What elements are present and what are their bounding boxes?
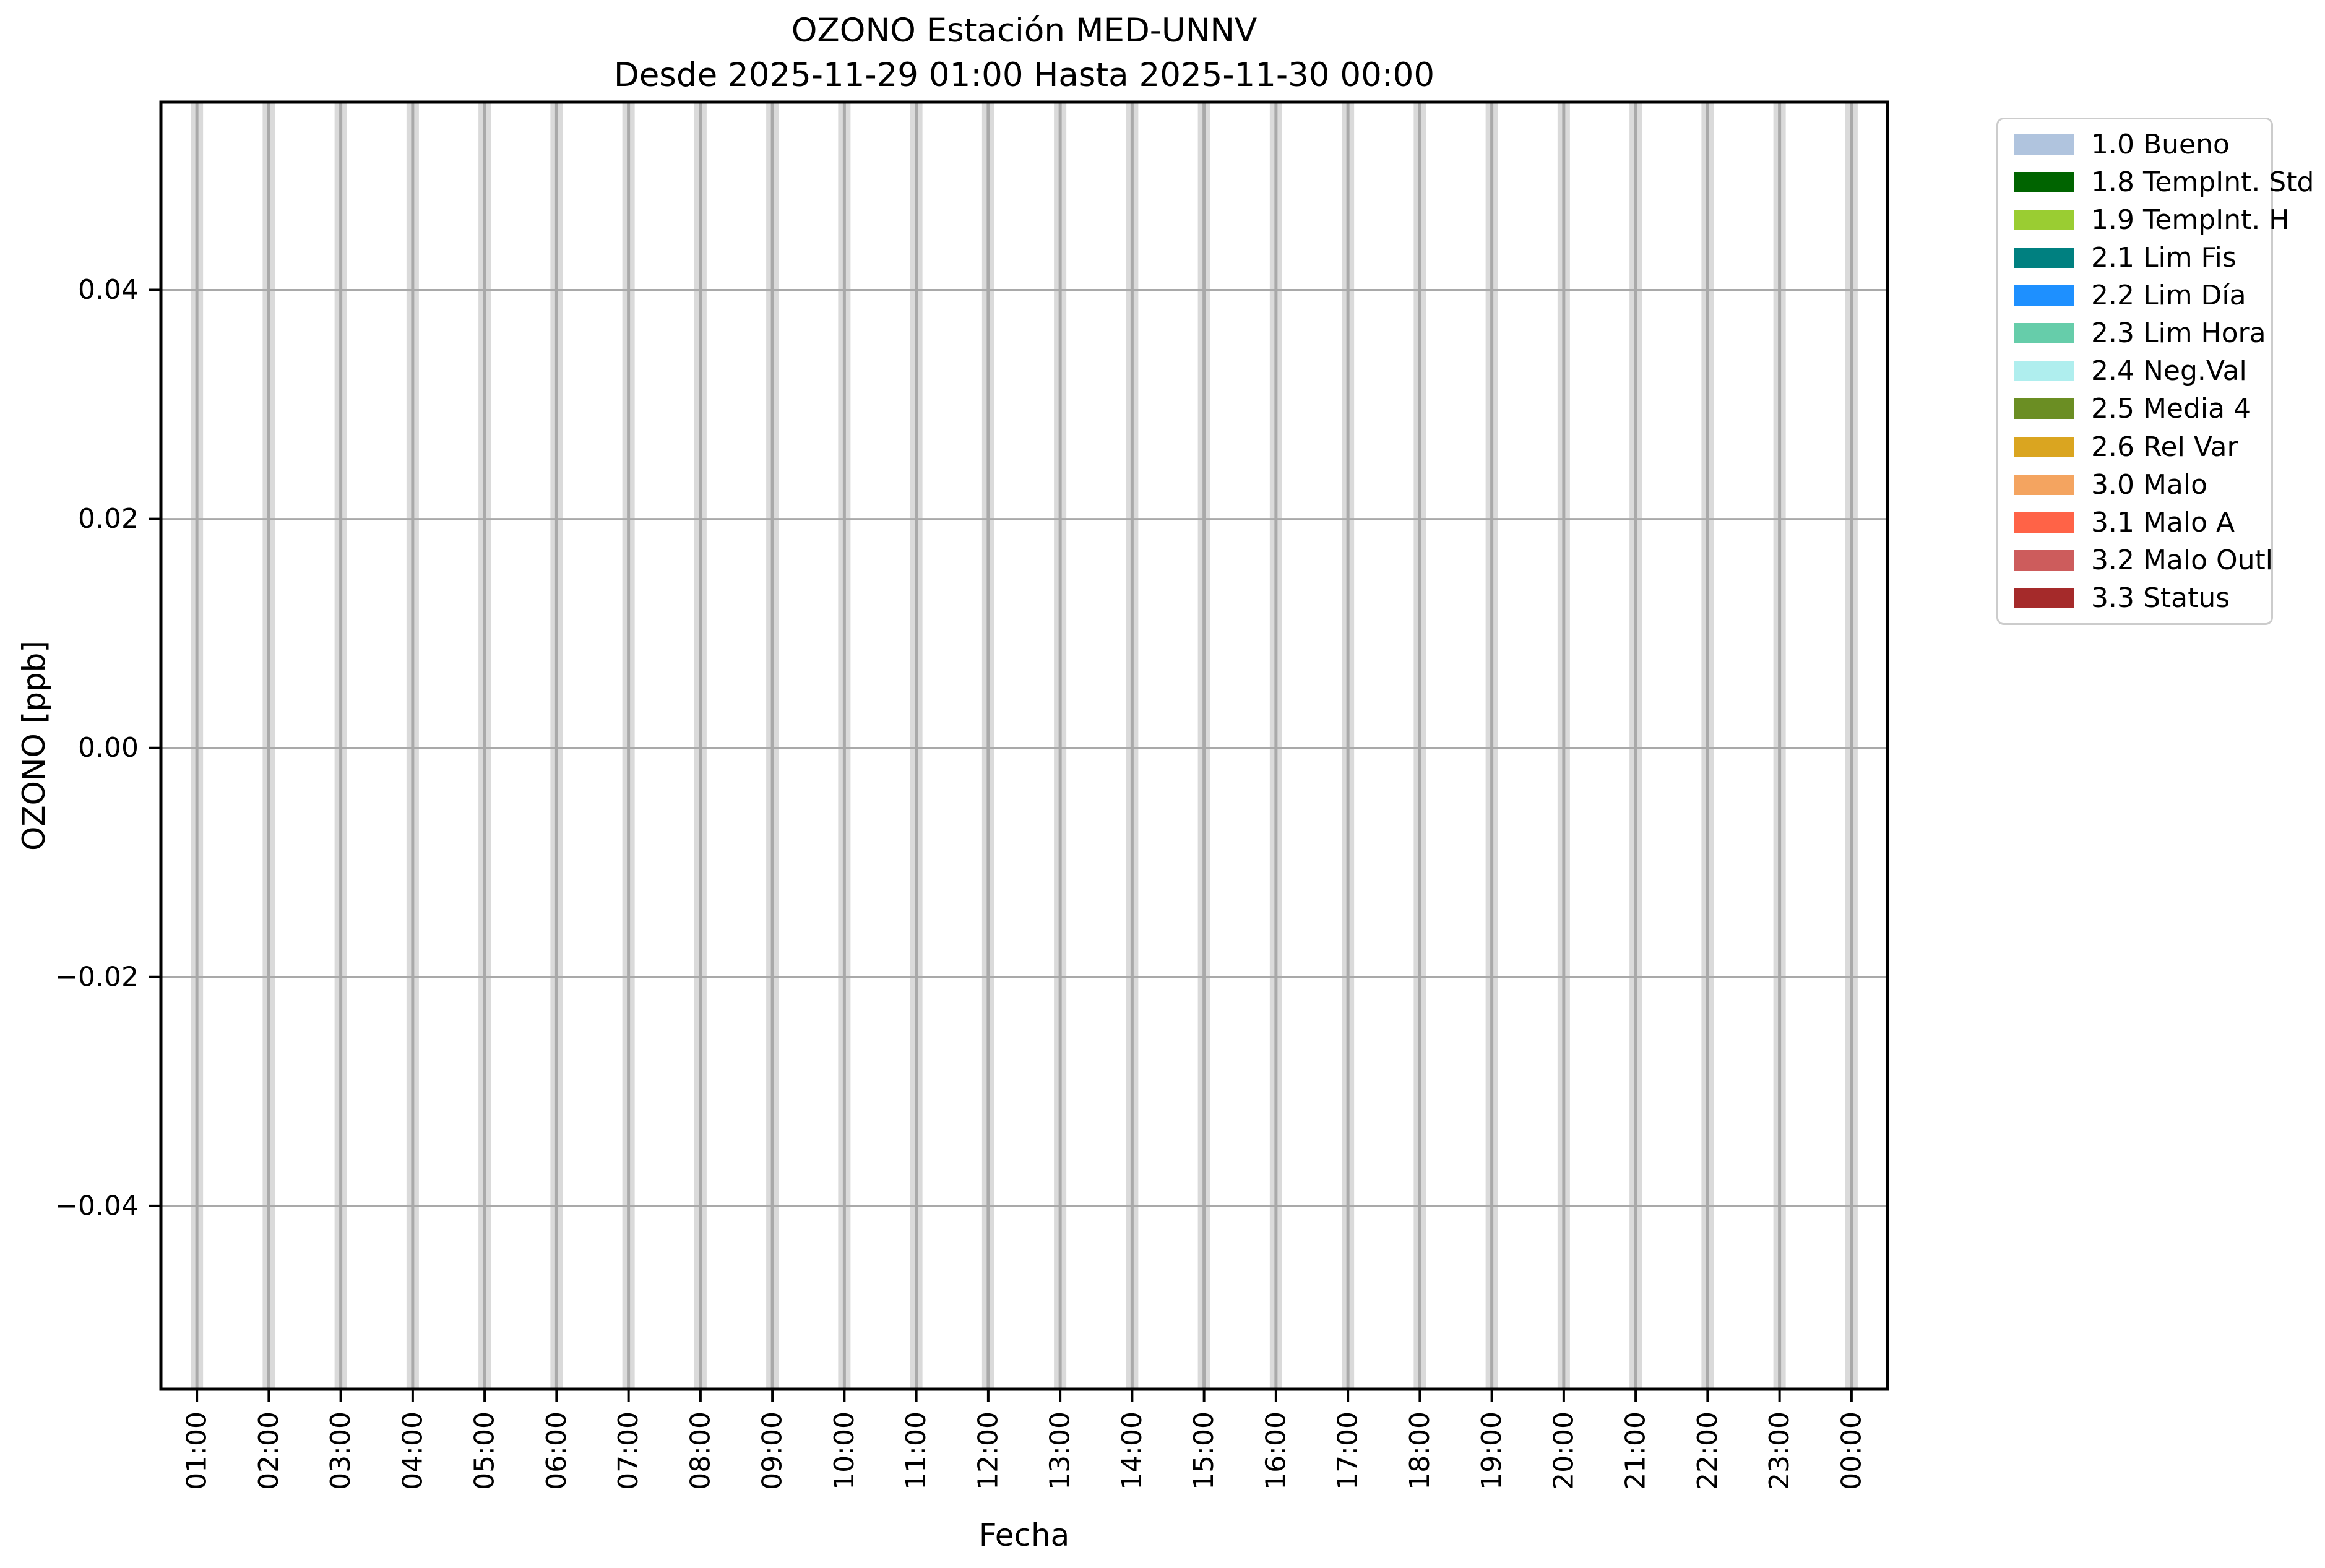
- x-tick-label: 04:00: [397, 1411, 428, 1490]
- legend-label: 3.0 Malo: [2091, 468, 2208, 501]
- x-tick-label: 00:00: [1835, 1411, 1867, 1490]
- legend-item: 3.3 Status: [2014, 582, 2271, 614]
- x-tick-label: 18:00: [1404, 1411, 1436, 1490]
- plot-border: [159, 100, 1889, 1391]
- y-tick-label: −0.04: [55, 1190, 139, 1221]
- legend-label: 2.2 Lim Día: [2091, 280, 2246, 312]
- x-tick-label: 08:00: [684, 1411, 716, 1490]
- legend-item: 2.1 Lim Fis: [2014, 242, 2271, 274]
- y-tick-label: −0.02: [55, 961, 139, 993]
- legend-label: 2.5 Media 4: [2091, 393, 2251, 425]
- chart-title: OZONO Estación MED-UNNV Desde 2025-11-29…: [161, 9, 1887, 98]
- x-tick-label: 10:00: [829, 1411, 860, 1490]
- legend-swatch: [2014, 172, 2074, 193]
- legend-swatch: [2014, 210, 2074, 231]
- legend-label: 1.0 Bueno: [2091, 129, 2230, 161]
- legend-label: 2.4 Neg.Val: [2091, 355, 2247, 387]
- x-tick-label: 06:00: [541, 1411, 572, 1490]
- legend-swatch: [2014, 248, 2074, 269]
- x-tick-label: 15:00: [1188, 1411, 1220, 1490]
- legend-swatch: [2014, 436, 2074, 457]
- legend-label: 2.3 Lim Hora: [2091, 317, 2266, 350]
- legend-swatch: [2014, 512, 2074, 533]
- y-tick-label: 0.04: [78, 274, 139, 306]
- legend-label: 3.2 Malo Outl: [2091, 544, 2274, 576]
- x-tick-label: 23:00: [1764, 1411, 1795, 1490]
- legend-item: 2.5 Media 4: [2014, 393, 2271, 424]
- legend-swatch: [2014, 285, 2074, 306]
- legend-label: 2.6 Rel Var: [2091, 431, 2238, 463]
- x-tick-label: 11:00: [900, 1411, 932, 1490]
- x-tick-label: 21:00: [1620, 1411, 1652, 1490]
- legend-swatch: [2014, 323, 2074, 344]
- x-tick-label: 14:00: [1116, 1411, 1148, 1490]
- legend-item: 2.4 Neg.Val: [2014, 355, 2271, 387]
- legend-label: 1.8 TempInt. Std: [2091, 166, 2314, 199]
- legend-label: 3.1 Malo A: [2091, 506, 2235, 538]
- x-tick-label: 09:00: [757, 1411, 788, 1490]
- x-tick-label: 17:00: [1332, 1411, 1364, 1490]
- x-tick-label: 02:00: [253, 1411, 285, 1490]
- legend: 1.0 Bueno 1.8 TempInt. Std 1.9 TempInt. H 2…: [1996, 118, 2314, 625]
- x-tick-label: 19:00: [1476, 1411, 1508, 1490]
- x-axis-label: Fecha: [979, 1517, 1070, 1553]
- chart-title-line2: Desde 2025-11-29 01:00 Hasta 2025-11-30 …: [613, 56, 1435, 94]
- chart-title-line1: OZONO Estación MED-UNNV: [791, 12, 1257, 50]
- legend-item: 3.1 Malo A: [2014, 507, 2271, 538]
- x-tick-label: 12:00: [972, 1411, 1004, 1490]
- legend-label: 1.9 TempInt. H: [2091, 204, 2290, 236]
- legend-label: 2.1 Lim Fis: [2091, 242, 2237, 274]
- legend-swatch: [2014, 398, 2074, 420]
- legend-swatch: [2014, 549, 2074, 571]
- y-tick-label: 0.00: [78, 732, 139, 764]
- y-tick-label: 0.02: [78, 503, 139, 535]
- legend-item: 1.8 TempInt. Std: [2014, 166, 2314, 198]
- x-tick-label: 16:00: [1260, 1411, 1292, 1490]
- legend-item: 3.2 Malo Outl: [2014, 544, 2274, 576]
- x-tick-label: 03:00: [325, 1411, 356, 1490]
- x-tick-label: 13:00: [1045, 1411, 1076, 1490]
- x-tick-label: 05:00: [469, 1411, 501, 1490]
- legend-swatch: [2014, 587, 2074, 608]
- legend-swatch: [2014, 361, 2074, 382]
- legend-item: 1.9 TempInt. H: [2014, 204, 2289, 236]
- y-axis-label: OZONO [ppb]: [16, 640, 52, 851]
- x-tick-label: 07:00: [613, 1411, 644, 1490]
- legend-swatch: [2014, 474, 2074, 495]
- legend-item: 2.2 Lim Día: [2014, 280, 2271, 311]
- legend-item: 1.0 Bueno: [2014, 129, 2271, 160]
- legend-item: 2.3 Lim Hora: [2014, 317, 2271, 349]
- x-tick-label: 22:00: [1692, 1411, 1723, 1490]
- legend-swatch: [2014, 134, 2074, 155]
- x-tick-label: 20:00: [1548, 1411, 1579, 1490]
- legend-item: 2.6 Rel Var: [2014, 431, 2271, 463]
- legend-label: 3.3 Status: [2091, 582, 2230, 614]
- x-tick-label: 01:00: [181, 1411, 213, 1490]
- legend-item: 3.0 Malo: [2014, 469, 2271, 501]
